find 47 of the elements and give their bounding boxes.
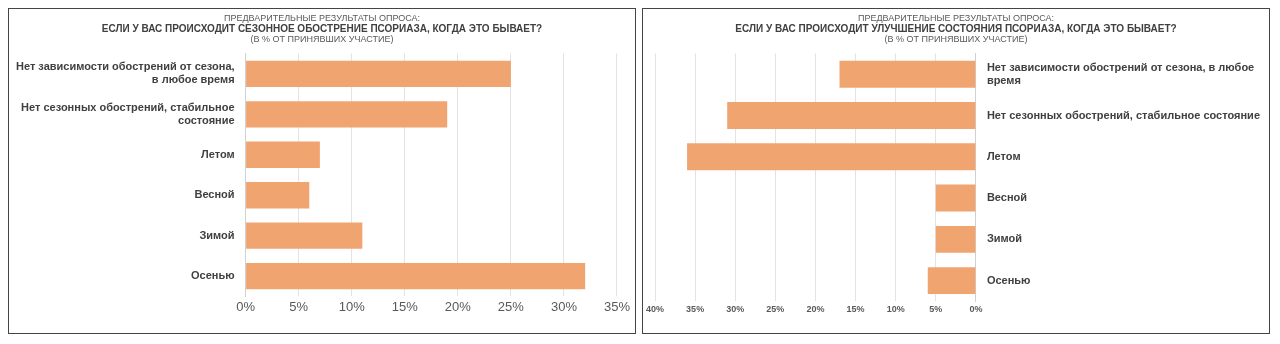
x-tick-label: 20% — [444, 298, 472, 314]
y-tick-label: Летом — [986, 149, 1021, 162]
bar — [246, 141, 320, 168]
bar — [246, 263, 586, 290]
x-tick-label: 0% — [969, 304, 983, 315]
bar — [727, 102, 976, 129]
x-tick-label: 30% — [726, 304, 745, 315]
x-tick-label: 25% — [766, 304, 785, 315]
bar — [246, 182, 310, 209]
y-tick-label: Нет сезонных обострений, стабильное состояние — [21, 100, 235, 126]
x-tick-label: 5% — [289, 298, 309, 314]
bar — [246, 60, 511, 87]
x-tick-label: 25% — [497, 298, 525, 314]
bar — [246, 222, 363, 249]
x-tick-label: 30% — [550, 298, 578, 314]
x-tick-label: 10% — [338, 298, 366, 314]
text: ПРЕДВАРИТЕЛЬНЫЕ РЕЗУЛЬТАТЫ ОПРОСА: — [856, 13, 1056, 23]
y-tick-label: Зимой — [986, 232, 1023, 245]
chart-title: ЕСЛИ У ВАС ПРОИСХОДИТ СЕЗОННОЕ ОБОСТРЕНИЕ ПСОРИАЗА, КОГДА ЭТО БЫВАЕТ? — [100, 23, 544, 34]
bar — [246, 101, 448, 128]
bar — [935, 184, 976, 212]
x-tick-label: 40% — [646, 304, 665, 315]
y-tick-label: Осенью — [986, 273, 1031, 286]
x-tick-label: 5% — [929, 304, 943, 315]
y-tick-label: Нет зависимости обострений от сезона, в любое время — [986, 60, 1255, 86]
x-tick-label: 35% — [686, 304, 705, 315]
x-tick-label: 20% — [806, 304, 825, 315]
x-tick-label: 15% — [391, 298, 419, 314]
bar — [927, 267, 976, 294]
x-tick-label: 15% — [846, 304, 865, 315]
x-tick-label: 35% — [603, 298, 631, 314]
chart-subtitle: (В % ОТ ПРИНЯВШИХ УЧАСТИЕ) — [249, 34, 395, 44]
chart-title: ЕСЛИ У ВАС ПРОИСХОДИТ УЛУЧШЕНИЕ СОСТОЯНИЯ ПСОРИАЗА, КОГДА ЭТО БЫВАЕТ? — [734, 23, 1178, 34]
x-tick-label: 10% — [886, 304, 905, 315]
y-tick-label: Нет зависимости обострений от сезона, в любое время — [15, 60, 235, 86]
y-tick-label: Зимой — [199, 228, 235, 241]
y-tick-label: Нет сезонных обострений, стабильное состояние — [986, 108, 1260, 121]
chart-subtitle: (В % ОТ ПРИНЯВШИХ УЧАСТИЕ) — [883, 34, 1029, 44]
y-tick-label: Весной — [986, 191, 1028, 204]
y-tick-label: Летом — [200, 147, 235, 160]
x-tick-label: 0% — [236, 298, 256, 314]
text: ПРЕДВАРИТЕЛЬНЫЕ РЕЗУЛЬТАТЫ ОПРОСА: — [222, 13, 422, 23]
bar — [935, 225, 976, 253]
bar — [839, 60, 976, 88]
bar — [687, 143, 976, 171]
y-tick-label: Весной — [194, 188, 235, 201]
y-tick-label: Осенью — [191, 269, 235, 282]
